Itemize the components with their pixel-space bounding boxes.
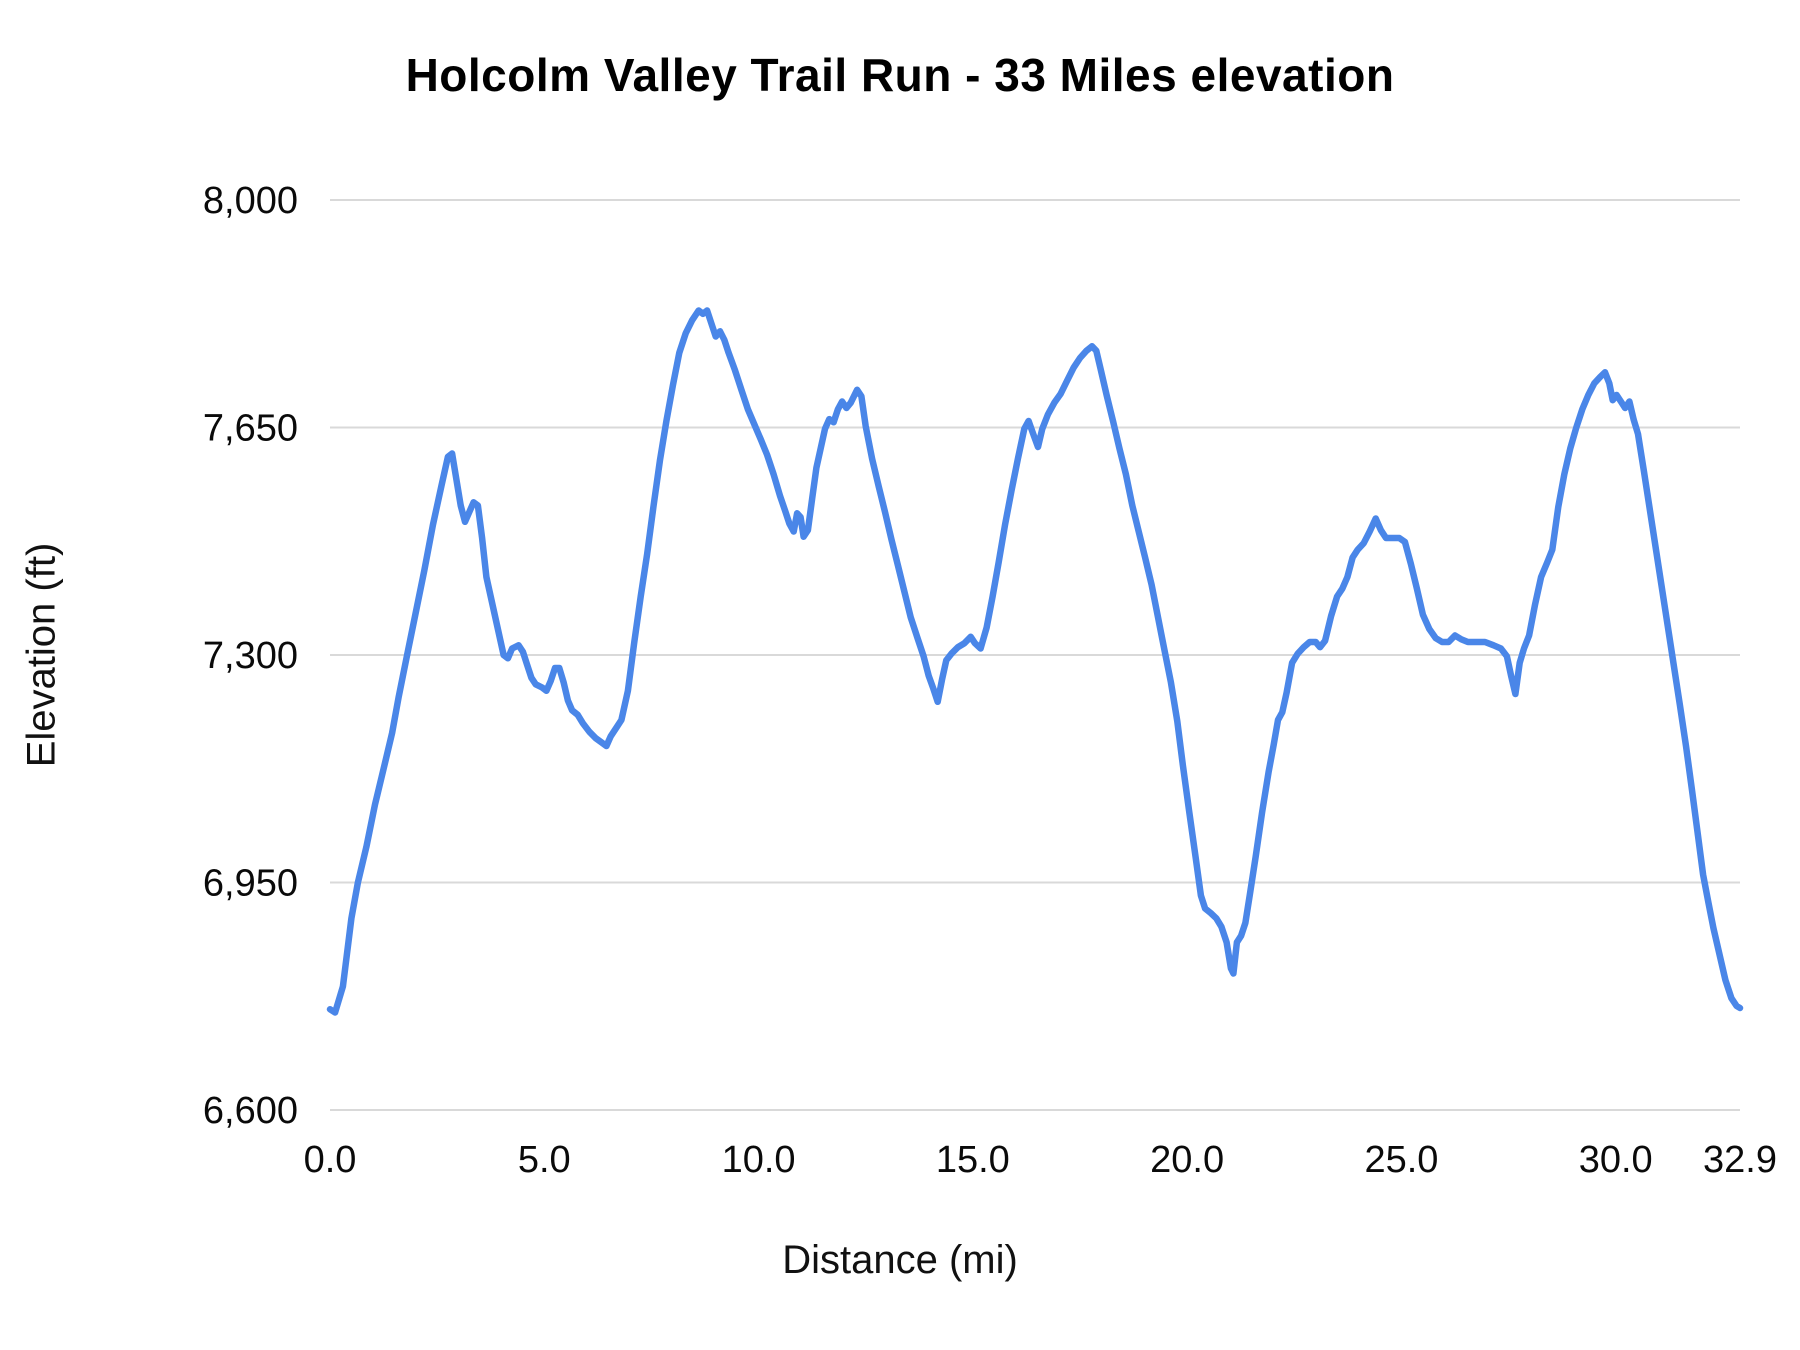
elevation-line — [326, 307, 1744, 1016]
x-tick-label: 5.0 — [518, 1139, 571, 1181]
chart-title: Holcolm Valley Trail Run - 33 Miles elev… — [405, 49, 1395, 101]
x-tick-label: 25.0 — [1364, 1139, 1438, 1181]
x-tick-label: 32.9 — [1703, 1139, 1777, 1181]
y-tick-label: 7,650 — [203, 408, 298, 450]
y-tick-label: 6,600 — [203, 1090, 298, 1132]
x-tick-label: 15.0 — [936, 1139, 1010, 1181]
x-tick-label: 10.0 — [722, 1139, 796, 1181]
y-tick-label: 7,300 — [203, 635, 298, 677]
y-tick-label: 6,950 — [203, 863, 298, 905]
x-tick-label: 30.0 — [1579, 1139, 1653, 1181]
x-tick-label: 20.0 — [1150, 1139, 1224, 1181]
x-tick-label: 0.0 — [304, 1139, 357, 1181]
x-axis-title: Distance (mi) — [782, 1238, 1018, 1282]
y-tick-label: 8,000 — [203, 180, 298, 222]
